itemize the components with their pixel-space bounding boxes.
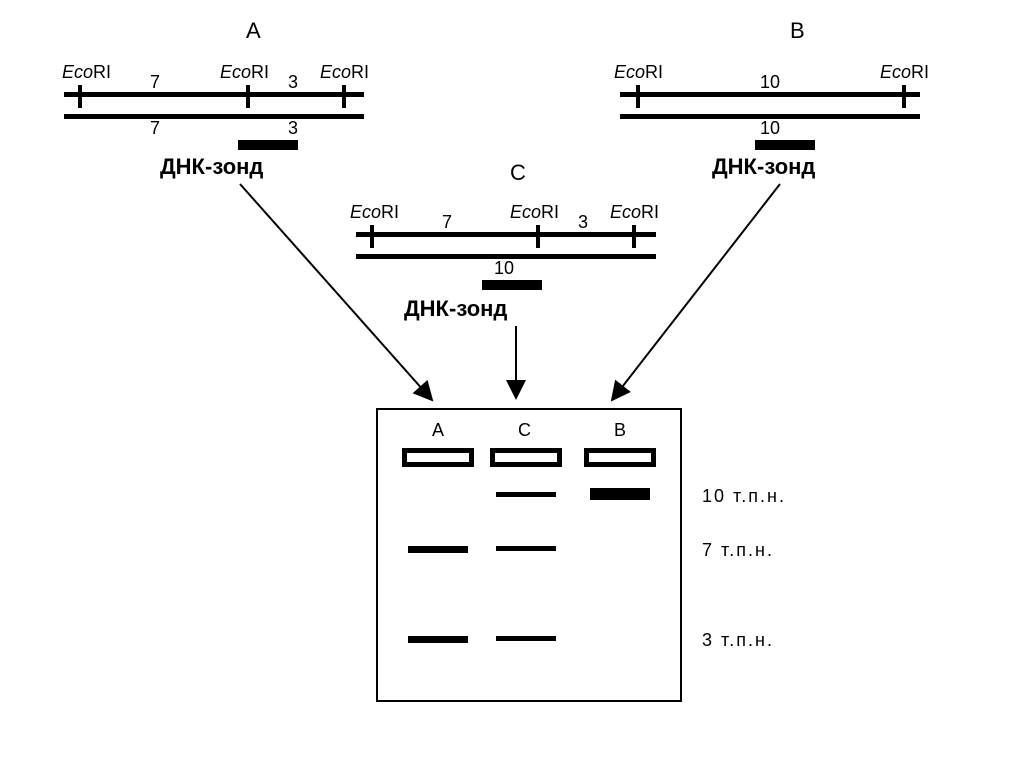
gel-band bbox=[590, 488, 650, 500]
gel-lane-label: B bbox=[614, 420, 626, 441]
gel-lane-label: A bbox=[432, 420, 444, 441]
rflp-diagram: A EcoRI EcoRI EcoRI 7 3 7 3 ДНК-зонд B E… bbox=[0, 0, 1024, 767]
gel-well bbox=[402, 448, 474, 467]
gel-size-label: 10 т.п.н. bbox=[702, 486, 786, 507]
gel-lane-label: C bbox=[518, 420, 531, 441]
gel-band bbox=[496, 492, 556, 497]
gel-band bbox=[496, 636, 556, 641]
gel-well bbox=[490, 448, 562, 467]
gel-well bbox=[584, 448, 656, 467]
gel-size-label: 3 т.п.н. bbox=[702, 630, 774, 651]
gel-band bbox=[496, 546, 556, 551]
gel-size-label: 7 т.п.н. bbox=[702, 540, 774, 561]
gel-band bbox=[408, 546, 468, 553]
gel-band bbox=[408, 636, 468, 643]
